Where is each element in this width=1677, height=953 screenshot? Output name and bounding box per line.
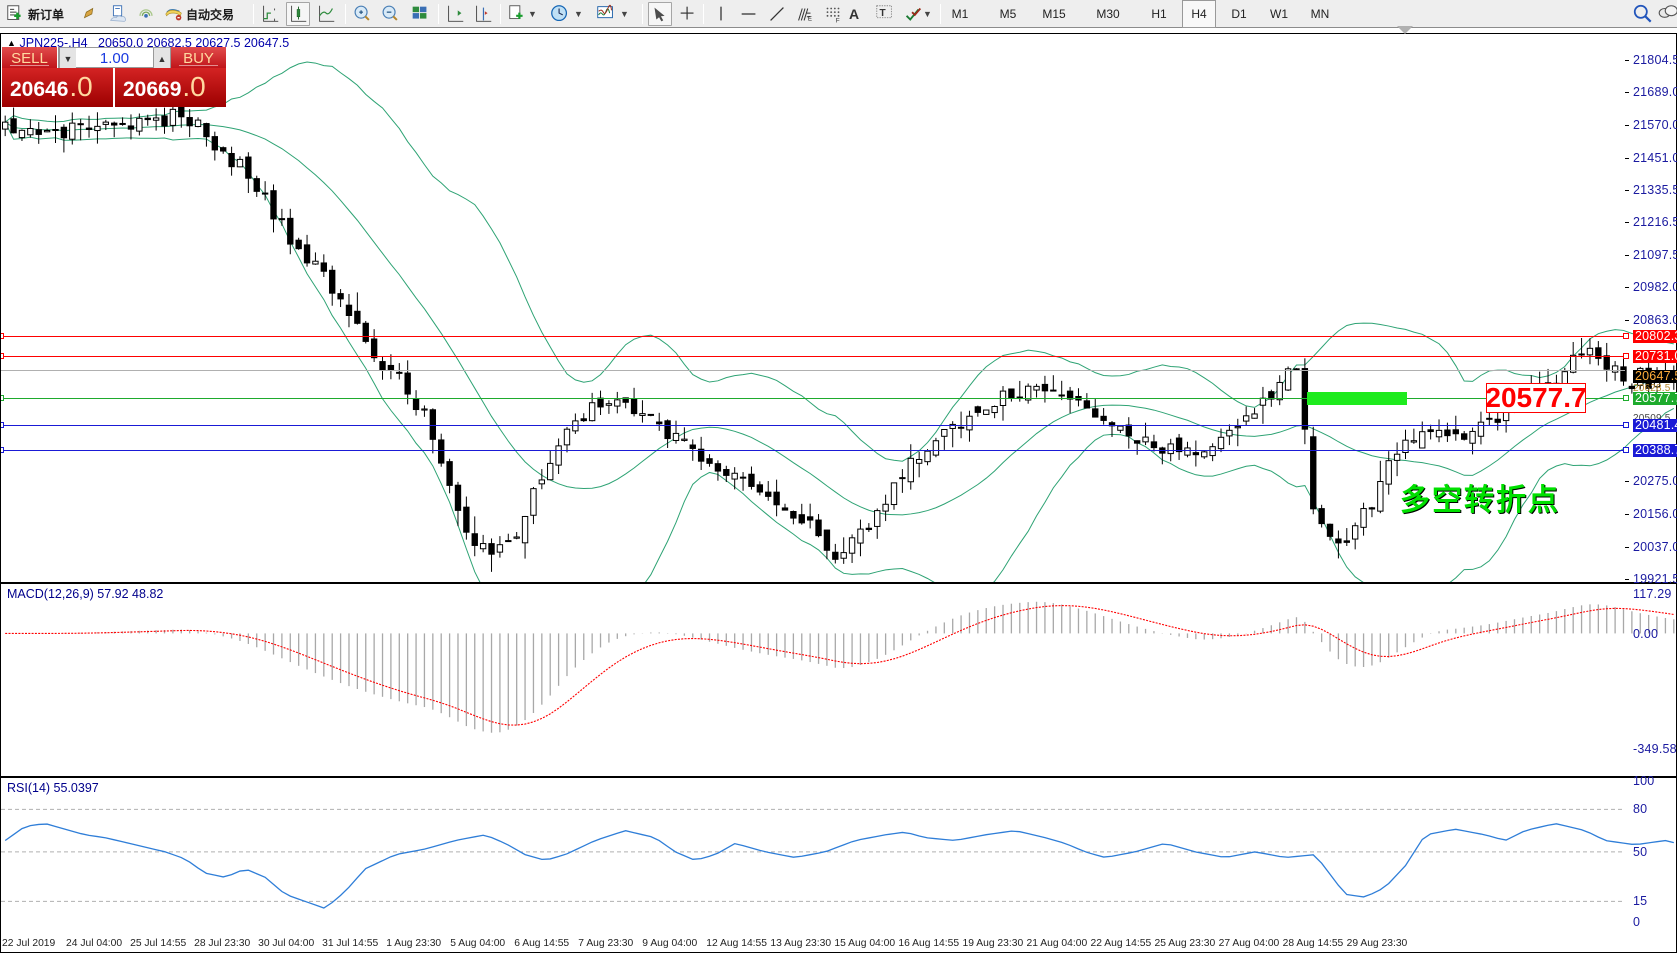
svg-text:T: T <box>880 8 887 19</box>
svg-text:F: F <box>836 17 840 24</box>
svg-text:E: E <box>808 15 812 22</box>
